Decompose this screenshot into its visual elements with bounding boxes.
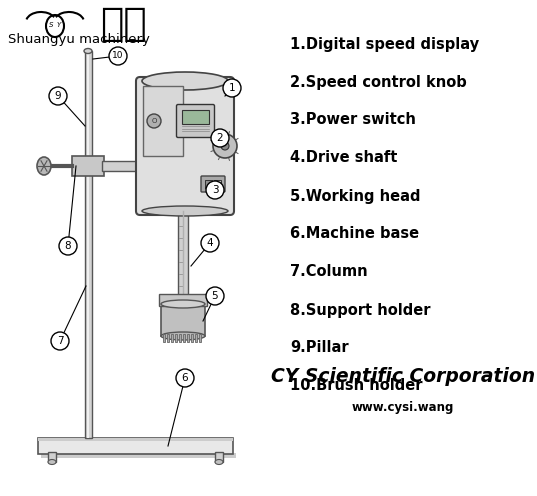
- Text: 7: 7: [57, 336, 63, 346]
- Circle shape: [109, 47, 127, 65]
- Bar: [87, 51, 89, 438]
- FancyBboxPatch shape: [177, 105, 214, 137]
- Text: 9.Pillar: 9.Pillar: [290, 340, 349, 356]
- Bar: [38, 438, 233, 441]
- Ellipse shape: [142, 206, 228, 216]
- Bar: [195, 334, 198, 342]
- Bar: [175, 334, 177, 342]
- Text: 4: 4: [207, 238, 213, 248]
- Bar: [214, 180, 221, 188]
- Ellipse shape: [84, 49, 92, 54]
- Text: 4.Drive shaft: 4.Drive shaft: [290, 150, 397, 166]
- Text: Y: Y: [56, 22, 61, 28]
- Bar: [182, 110, 209, 124]
- Ellipse shape: [37, 157, 51, 175]
- Bar: [48, 452, 56, 462]
- Circle shape: [223, 79, 241, 97]
- Circle shape: [211, 129, 229, 147]
- Bar: [72, 156, 104, 176]
- FancyBboxPatch shape: [201, 176, 225, 192]
- FancyBboxPatch shape: [136, 77, 234, 215]
- Bar: [161, 304, 205, 336]
- Text: S: S: [49, 22, 54, 28]
- Text: 9: 9: [55, 91, 61, 101]
- Text: 5.Working head: 5.Working head: [290, 188, 420, 203]
- Circle shape: [221, 142, 229, 150]
- Circle shape: [206, 287, 224, 305]
- Circle shape: [213, 134, 237, 158]
- Bar: [38, 438, 233, 454]
- Circle shape: [49, 87, 67, 105]
- Circle shape: [206, 181, 224, 199]
- Text: 6: 6: [182, 373, 188, 383]
- Bar: [102, 161, 157, 171]
- Text: 6.Machine base: 6.Machine base: [290, 227, 419, 242]
- Bar: [167, 334, 169, 342]
- Text: 5: 5: [212, 291, 219, 301]
- Text: 8.Support holder: 8.Support holder: [290, 303, 431, 317]
- Ellipse shape: [48, 459, 56, 464]
- Text: www.cysi.wang: www.cysi.wang: [352, 401, 454, 415]
- Bar: [163, 334, 165, 342]
- Ellipse shape: [161, 300, 205, 308]
- Text: 10.Brush holder: 10.Brush holder: [290, 378, 423, 393]
- Ellipse shape: [215, 459, 223, 464]
- Text: 1.Digital speed display: 1.Digital speed display: [290, 37, 479, 52]
- Circle shape: [51, 332, 69, 350]
- Bar: [199, 334, 201, 342]
- Text: 3.Power switch: 3.Power switch: [290, 113, 416, 127]
- Text: CY Scientific Corporation: CY Scientific Corporation: [271, 367, 535, 385]
- Text: O: O: [151, 118, 157, 124]
- Bar: [191, 334, 193, 342]
- Bar: [205, 180, 212, 188]
- Bar: [85, 51, 92, 438]
- Text: 1: 1: [229, 83, 235, 93]
- Circle shape: [201, 234, 219, 252]
- Text: 10: 10: [112, 52, 124, 61]
- Bar: [215, 452, 223, 462]
- Ellipse shape: [161, 332, 205, 340]
- Text: 3: 3: [212, 185, 219, 195]
- Bar: [41, 453, 236, 458]
- Bar: [183, 334, 185, 342]
- Text: 7.Column: 7.Column: [290, 264, 368, 280]
- Circle shape: [176, 369, 194, 387]
- Text: 2.Speed control knob: 2.Speed control knob: [290, 74, 467, 89]
- Text: 双羽: 双羽: [100, 5, 147, 43]
- Text: Shuangyu machinery: Shuangyu machinery: [8, 33, 150, 46]
- Bar: [178, 211, 188, 296]
- Bar: [179, 334, 182, 342]
- Bar: [143, 86, 183, 156]
- Ellipse shape: [142, 72, 228, 90]
- Text: 2: 2: [217, 133, 223, 143]
- Circle shape: [147, 114, 161, 128]
- Bar: [159, 294, 207, 306]
- Bar: [171, 334, 173, 342]
- Bar: [187, 334, 190, 342]
- Circle shape: [59, 237, 77, 255]
- Text: 8: 8: [64, 241, 71, 251]
